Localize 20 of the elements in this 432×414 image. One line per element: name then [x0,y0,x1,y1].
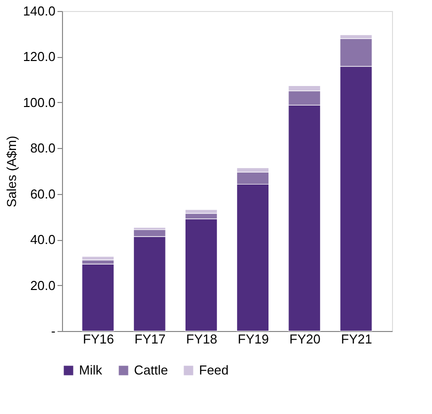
x-tick-label: FY20 [289,332,320,346]
x-tick-label: FY16 [82,332,114,346]
bar [82,264,114,332]
y-tick-label: 120.0 [22,49,56,64]
y-tick-label: 40.0 [30,232,56,248]
y-tick-label: 80.0 [30,140,56,156]
y-tick-label: 20.0 [30,278,56,293]
legend-label: Cattle [134,362,168,378]
x-tick-label: FY17 [134,332,166,346]
legend-label: Feed [199,362,229,378]
x-tick-label: FY19 [238,332,269,346]
y-axis-title: Sales (A$m) [4,136,19,208]
y-tick-label: 60.0 [30,186,56,202]
x-tick-label: FY18 [186,332,218,346]
legend-label: Milk [79,362,103,378]
y-tick-label: 100.0 [22,94,56,110]
y-tick-label: - [51,324,56,338]
bar [82,256,114,260]
y-tick-label: 140.0 [22,4,56,18]
x-tick-label: FY21 [340,332,372,346]
